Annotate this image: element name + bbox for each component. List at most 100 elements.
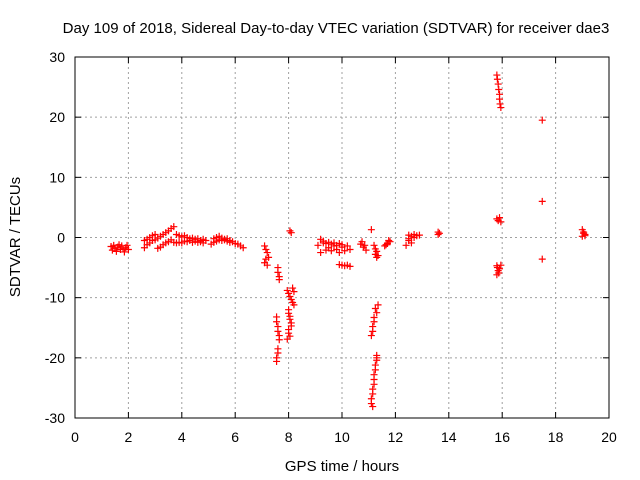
grid-lines — [75, 57, 609, 418]
data-point — [367, 226, 375, 234]
data-point — [386, 238, 394, 246]
data-point — [362, 246, 370, 254]
data-points — [107, 71, 589, 411]
x-tick-label: 2 — [125, 429, 133, 445]
data-point — [346, 262, 354, 270]
data-point — [373, 247, 381, 255]
data-point — [369, 403, 377, 411]
data-point — [286, 315, 294, 323]
data-point — [285, 309, 293, 317]
data-point — [407, 239, 415, 247]
x-tick-label: 16 — [494, 429, 510, 445]
data-point — [286, 292, 294, 300]
data-point — [287, 229, 295, 237]
data-point — [287, 322, 295, 330]
data-point — [239, 244, 247, 252]
data-point — [338, 241, 346, 249]
data-point — [274, 349, 282, 357]
x-tick-label: 12 — [388, 429, 404, 445]
data-point — [496, 214, 504, 222]
data-point — [373, 354, 381, 362]
data-point — [170, 223, 178, 231]
data-point — [538, 197, 546, 205]
data-point — [290, 301, 298, 309]
data-point — [382, 241, 390, 249]
data-point — [265, 253, 273, 261]
data-point — [370, 380, 378, 388]
data-point — [367, 400, 375, 408]
data-point — [581, 232, 589, 240]
x-tick-label: 10 — [334, 429, 350, 445]
data-point — [371, 304, 379, 312]
data-point — [285, 329, 293, 337]
x-axis-label: GPS time / hours — [285, 458, 399, 475]
data-point — [370, 318, 378, 326]
data-point — [274, 268, 282, 276]
data-point — [110, 241, 118, 249]
data-point — [405, 235, 413, 243]
x-tick-label: 4 — [178, 429, 186, 445]
data-point — [493, 271, 501, 279]
data-point — [263, 249, 271, 257]
data-point — [289, 284, 297, 292]
data-point — [314, 241, 322, 249]
y-tick-label: 20 — [49, 109, 65, 125]
data-point — [497, 104, 505, 112]
data-point — [435, 229, 443, 237]
data-point — [385, 237, 393, 245]
data-point — [341, 247, 349, 255]
data-point — [202, 237, 210, 245]
data-point — [327, 247, 335, 255]
data-point — [275, 336, 283, 344]
data-point — [369, 390, 377, 398]
x-tick-label: 6 — [231, 429, 239, 445]
data-point — [263, 261, 271, 269]
data-point — [496, 100, 504, 108]
data-point — [497, 218, 505, 226]
x-tick-label: 18 — [548, 429, 564, 445]
x-tick-label: 0 — [71, 429, 79, 445]
data-point — [335, 249, 343, 257]
data-point — [346, 246, 354, 254]
data-point — [415, 231, 423, 239]
y-tick-label: 10 — [49, 169, 65, 185]
data-point — [317, 249, 325, 257]
data-point — [274, 327, 282, 335]
y-tick-label: 0 — [57, 230, 65, 246]
data-point — [275, 276, 283, 284]
data-point — [283, 335, 291, 343]
data-point — [374, 252, 382, 260]
data-point — [358, 238, 366, 246]
axis-ticks — [74, 56, 610, 419]
y-tick-label: -10 — [45, 290, 65, 306]
data-point — [120, 248, 128, 256]
data-point — [371, 366, 379, 374]
x-tick-label: 14 — [441, 429, 457, 445]
data-point — [261, 242, 269, 250]
data-point — [410, 230, 418, 238]
data-point — [343, 242, 351, 250]
x-tick-label: 8 — [285, 429, 293, 445]
data-point — [123, 241, 131, 249]
data-point — [112, 247, 120, 255]
data-point — [370, 241, 378, 249]
x-tick-labels: 0 2 4 6 8 10 12 14 16 18 20 — [71, 429, 617, 445]
y-tick-label: -30 — [45, 410, 65, 426]
data-point — [374, 301, 382, 309]
data-point — [497, 261, 505, 269]
data-point — [434, 230, 442, 238]
data-point — [369, 327, 377, 335]
data-point — [262, 246, 270, 254]
y-tick-label: -20 — [45, 350, 65, 366]
x-tick-label: 20 — [601, 429, 617, 445]
data-point — [151, 230, 159, 238]
data-point — [124, 246, 132, 254]
data-point — [287, 295, 295, 303]
data-point — [283, 286, 291, 294]
data-point — [373, 309, 381, 317]
data-point — [495, 85, 503, 93]
data-point — [367, 332, 375, 340]
y-tick-labels: -30 -20 -10 0 10 20 30 — [45, 49, 65, 426]
chart-title: Day 109 of 2018, Sidereal Day-to-day VTE… — [63, 20, 610, 37]
